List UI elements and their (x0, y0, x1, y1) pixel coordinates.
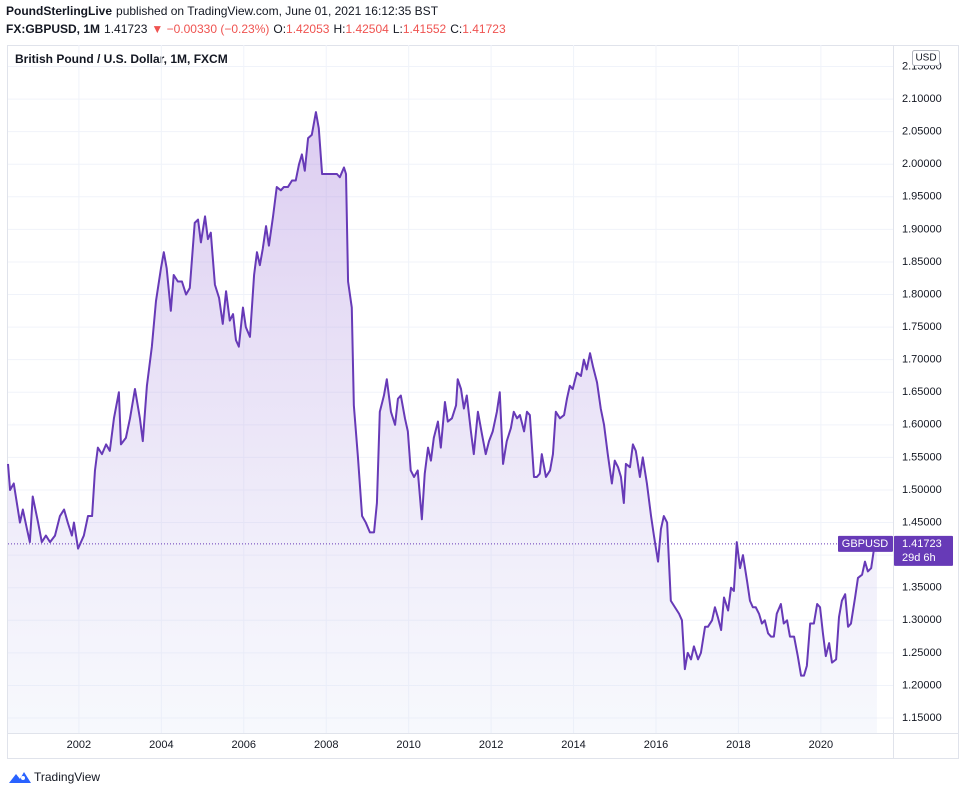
y-tick-label: 1.55000 (902, 451, 942, 463)
chart-title: British Pound / U.S. Dollar, 1M, FXCM (15, 52, 228, 66)
y-tick-label: 1.75000 (902, 321, 942, 333)
y-tick-label: 1.90000 (902, 223, 942, 235)
change: ▼ −0.00330 (−0.23%) (151, 22, 270, 36)
header-line-2: FX:GBPUSD, 1M 1.41723 ▼ −0.00330 (−0.23%) O… (6, 22, 510, 36)
y-tick-label: 2.05000 (902, 126, 942, 138)
y-tick-label: 1.95000 (902, 191, 942, 203)
symbol: FX:GBPUSD, 1M (6, 22, 101, 36)
y-tick-label: 1.15000 (902, 712, 942, 724)
ohlc-value: 1.42504 (345, 22, 389, 36)
y-tick-label: 1.35000 (902, 582, 942, 594)
series-name: GBPUSD (842, 538, 889, 550)
published: published on TradingView.com, June 01, 2… (116, 4, 439, 18)
x-tick-label: 2010 (396, 739, 420, 751)
ohlc-label: H: (333, 22, 346, 36)
area-fill (8, 112, 877, 734)
ohlc-value: 1.41723 (462, 22, 506, 36)
x-tick-label: 2014 (561, 739, 585, 751)
logo-icon (9, 772, 31, 783)
y-tick-label: 2.10000 (902, 93, 942, 105)
currency-label: USD (915, 53, 936, 64)
x-tick-label: 2006 (232, 739, 256, 751)
currency-box (912, 50, 940, 66)
y-tick-label: 1.70000 (902, 354, 942, 366)
ohlc-value: 1.42053 (286, 22, 330, 36)
publisher: PoundSterlingLive (6, 4, 113, 18)
y-tick-label: 1.85000 (902, 256, 942, 268)
y-tick-label: 1.80000 (902, 288, 942, 300)
y-tick-label: 1.60000 (902, 419, 942, 431)
ohlc-label: C: (450, 22, 463, 36)
x-tick-label: 2008 (314, 739, 338, 751)
price-label-box (894, 535, 953, 566)
y-tick-label: 1.30000 (902, 614, 942, 626)
x-tick-label: 2018 (726, 739, 750, 751)
header-line-1: PoundSterlingLive published on TradingVie… (6, 4, 442, 18)
x-tick-label: 2020 (809, 739, 833, 751)
y-tick-label: 2.00000 (902, 158, 942, 170)
chart-frame (7, 45, 959, 759)
y-tick-label: 1.20000 (902, 679, 942, 691)
logo-text: TradingView (34, 770, 101, 784)
x-tick-label: 2004 (149, 739, 173, 751)
price-line (7, 111, 878, 677)
y-tick-label: 1.65000 (902, 386, 942, 398)
last-price: 1.41723 (104, 22, 148, 36)
series-name-box (838, 535, 893, 552)
x-tick-label: 2016 (644, 739, 668, 751)
x-tick-label: 2012 (479, 739, 503, 751)
ohlc-label: O: (273, 22, 287, 36)
countdown: 29d 6h (902, 552, 936, 564)
logo: TradingView (8, 769, 100, 785)
y-tick-label: 1.45000 (902, 516, 942, 528)
ohlc-label: L: (392, 22, 403, 36)
ohlc-value: 1.41552 (402, 22, 447, 36)
price-label: 1.41723 (902, 538, 942, 550)
y-tick-label: 1.50000 (902, 484, 942, 496)
x-tick-label: 2002 (67, 739, 91, 751)
y-tick-label: 1.25000 (902, 647, 942, 659)
